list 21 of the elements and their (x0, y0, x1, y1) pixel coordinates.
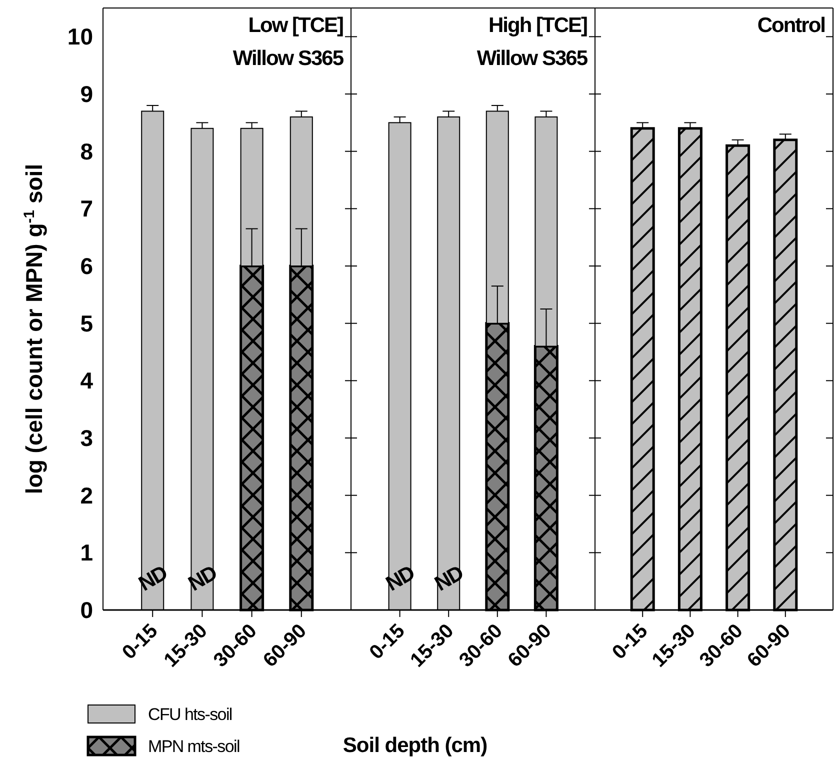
text: ND (184, 562, 221, 596)
y-tick-label: 6 (80, 253, 93, 280)
x-axis-title: Soil depth (cm) (342, 734, 488, 757)
y-tick-label: 10 (67, 24, 93, 50)
legend-label: MPN mts-soil (148, 737, 240, 756)
text: ND (135, 562, 172, 596)
y-tick-label: 7 (80, 196, 93, 222)
chart-title: Control (757, 14, 826, 37)
y-tick-label: 3 (80, 425, 93, 452)
y-tick-label: 1 (80, 540, 94, 566)
y-tick-label: 2 (80, 482, 93, 508)
y-tick-label: 4 (80, 368, 94, 394)
text: ND (382, 562, 418, 596)
y-tick-label: 9 (80, 81, 93, 108)
text: ND (431, 562, 468, 596)
y-tick-label: 0 (80, 597, 93, 624)
text: Low [TCE] Willow S365 (232, 14, 344, 70)
y-tick-label: 8 (80, 138, 94, 164)
legend-label: CFU hts-soil (148, 705, 232, 724)
y-tick-label: 5 (80, 310, 94, 336)
text: High [TCE] Willow S365 (476, 14, 588, 70)
